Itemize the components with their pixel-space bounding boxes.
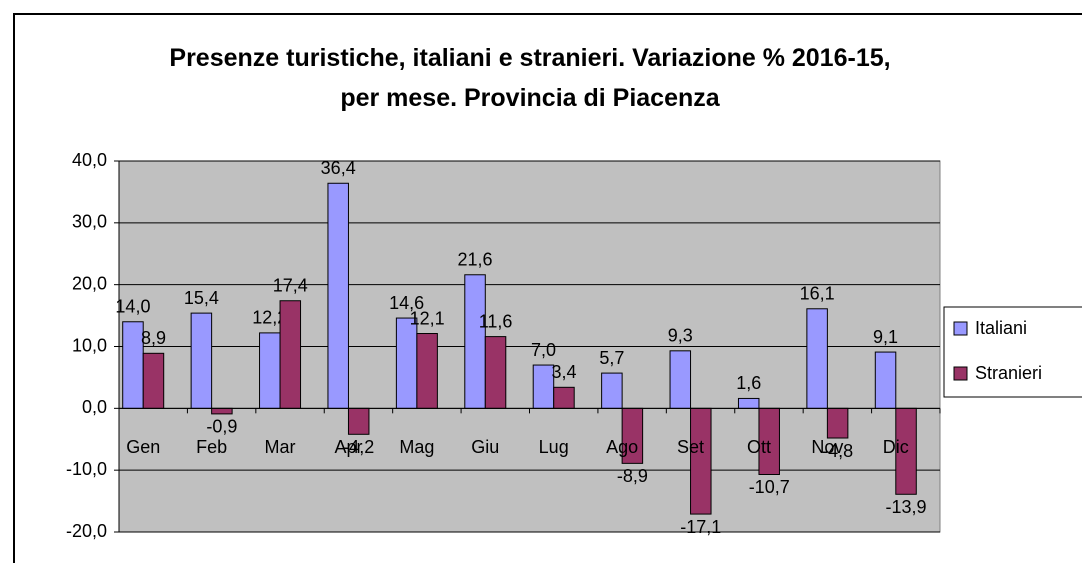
data-label: 16,1 [800, 284, 835, 304]
data-label: -10,7 [749, 477, 790, 497]
data-label: 36,4 [321, 158, 356, 178]
legend-label: Italiani [975, 318, 1027, 338]
data-label: 12,1 [410, 308, 445, 328]
legend-swatch [953, 321, 968, 336]
data-label: 15,4 [184, 288, 219, 308]
data-label: 7,0 [531, 340, 556, 360]
x-tick-label: Gen [126, 437, 160, 457]
data-label: 17,4 [273, 275, 308, 295]
y-tick-label: -20,0 [66, 521, 107, 541]
y-tick-label: 20,0 [72, 273, 107, 293]
bar [347, 407, 370, 435]
data-label: -4,2 [343, 437, 374, 457]
bar [211, 407, 233, 415]
x-tick-label: Ago [606, 437, 638, 457]
bar [190, 312, 213, 409]
y-tick-label: -10,0 [66, 459, 107, 479]
data-label: 1,6 [736, 373, 761, 393]
bar [553, 386, 575, 409]
data-label: 9,3 [668, 326, 693, 346]
bar [669, 350, 692, 409]
data-label: -0,9 [206, 417, 237, 437]
chart-title: Presenze turistiche, italiani e stranier… [169, 44, 891, 112]
bar [737, 397, 760, 409]
bar [395, 317, 418, 409]
data-label: 3,4 [551, 362, 576, 382]
bar [142, 352, 165, 409]
data-label: 9,1 [873, 327, 898, 347]
x-tick-label: Lug [539, 437, 569, 457]
bar [806, 308, 828, 409]
bar [279, 300, 302, 409]
bar [464, 274, 486, 409]
data-label: 14,6 [389, 293, 424, 313]
y-tick-label: 30,0 [72, 212, 107, 232]
x-tick-label: Feb [196, 437, 227, 457]
bar [874, 351, 897, 409]
data-label: 12,2 [252, 308, 287, 328]
data-label: 11,6 [479, 311, 513, 331]
bar [826, 407, 849, 439]
bar [416, 333, 438, 409]
y-tick-label: 40,0 [72, 150, 107, 170]
x-tick-label: Mag [399, 437, 434, 457]
data-label: -17,1 [680, 517, 721, 537]
bar [484, 336, 507, 409]
x-tick-label: Dic [883, 437, 909, 457]
data-label: -13,9 [886, 497, 927, 517]
data-label: 21,6 [458, 250, 493, 270]
bar [327, 182, 349, 409]
bar [259, 332, 281, 409]
data-label: 5,7 [599, 348, 624, 368]
x-tick-label: Mar [265, 437, 296, 457]
data-label: 14,0 [115, 297, 150, 317]
x-tick-label: Set [677, 437, 704, 457]
data-label: -4,8 [822, 441, 853, 461]
legend-label: Stranieri [975, 363, 1042, 383]
x-tick-label: Nov [811, 437, 843, 457]
x-tick-label: Apr [334, 437, 362, 457]
data-label: -8,9 [617, 466, 648, 486]
y-tick-label: 0,0 [82, 397, 107, 417]
legend-swatch [953, 366, 968, 381]
x-tick-label: Giu [471, 437, 499, 457]
x-tick-label: Ott [747, 437, 771, 457]
bar [690, 407, 712, 515]
y-tick-label: 10,0 [72, 335, 107, 355]
bar [601, 372, 623, 409]
data-label: 8,9 [141, 328, 166, 348]
